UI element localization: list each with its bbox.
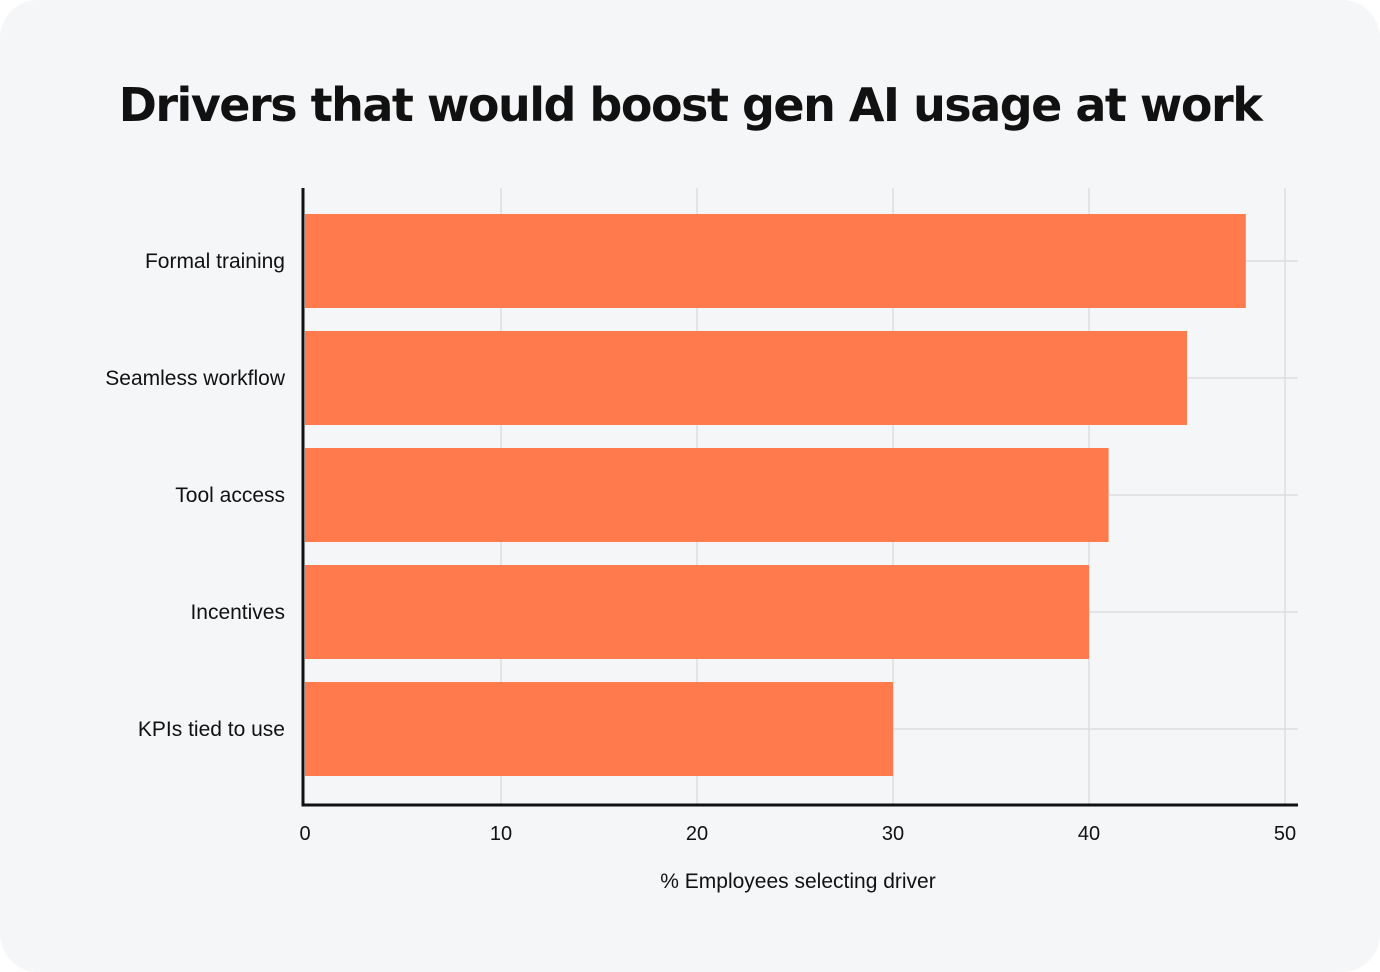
category-label: Formal training: [145, 250, 285, 273]
x-tick-label: 10: [490, 823, 512, 845]
x-tick-label: 0: [299, 823, 310, 845]
bar: [305, 682, 893, 776]
bar: [305, 214, 1246, 308]
bar: [305, 331, 1187, 425]
x-tick-label: 40: [1078, 823, 1100, 845]
bars: [305, 214, 1246, 776]
bar: [305, 565, 1089, 659]
chart-title: Drivers that would boost gen AI usage at…: [118, 78, 1263, 132]
x-axis-title: % Employees selecting driver: [660, 870, 935, 893]
x-tick-label: 50: [1274, 823, 1296, 845]
bar: [305, 448, 1109, 542]
category-label: Seamless workflow: [105, 367, 286, 390]
category-labels: Formal training Seamless workflow Tool acc…: [105, 250, 286, 741]
x-tick-labels: 0 10 20 30 40 50: [299, 823, 1296, 845]
x-tick-label: 20: [686, 823, 708, 845]
x-tick-label: 30: [882, 823, 904, 845]
category-label: KPIs tied to use: [138, 718, 285, 741]
category-label: Tool access: [175, 484, 285, 507]
category-label: Incentives: [190, 601, 285, 624]
